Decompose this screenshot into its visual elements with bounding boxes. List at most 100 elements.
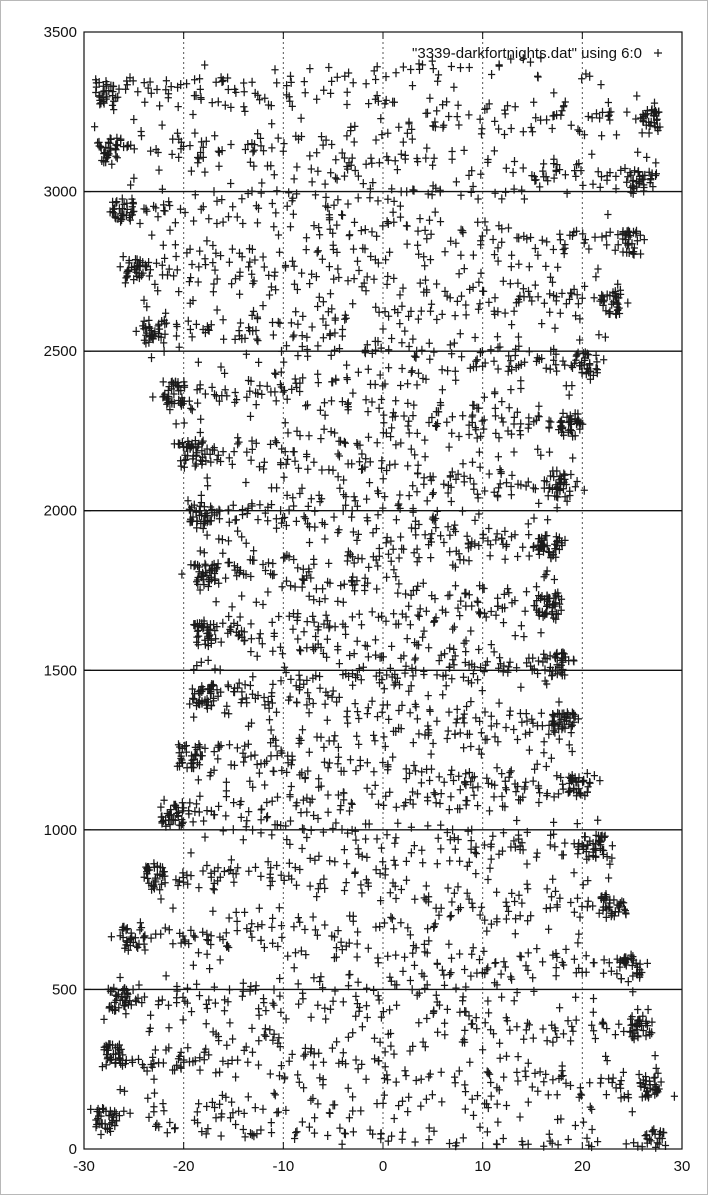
- data-point: [329, 240, 337, 250]
- data-point: [112, 990, 120, 1000]
- data-point: [557, 605, 565, 615]
- data-point: [190, 561, 198, 571]
- data-point: [295, 1077, 303, 1087]
- data-point: [644, 1092, 653, 1102]
- data-point: [199, 436, 207, 446]
- data-point: [235, 678, 243, 688]
- data-point: [380, 732, 388, 742]
- data-point: [459, 672, 468, 682]
- data-point: [219, 447, 227, 457]
- data-point: [565, 294, 574, 304]
- data-point: [224, 536, 233, 546]
- data-point: [171, 218, 179, 228]
- data-point: [608, 853, 616, 863]
- data-point: [462, 982, 470, 992]
- data-point: [143, 867, 151, 877]
- data-point: [573, 290, 581, 300]
- data-point: [521, 782, 529, 792]
- data-point: [354, 844, 362, 854]
- data-point: [604, 210, 612, 219]
- data-point: [234, 439, 242, 449]
- data-point: [268, 796, 276, 806]
- data-point: [444, 726, 452, 736]
- data-point: [92, 88, 100, 97]
- data-point: [485, 99, 493, 109]
- data-point: [591, 1034, 599, 1043]
- data-point: [382, 791, 390, 801]
- data-point: [476, 1122, 484, 1132]
- data-point: [329, 686, 337, 696]
- data-point: [291, 1134, 299, 1143]
- data-point: [452, 474, 460, 484]
- data-point: [176, 204, 185, 214]
- data-point: [246, 1129, 255, 1139]
- data-point: [414, 240, 422, 250]
- data-point: [168, 149, 176, 159]
- data-point: [474, 217, 482, 227]
- data-point: [300, 627, 308, 637]
- data-point: [406, 708, 414, 718]
- x-tick-label: 0: [379, 1158, 387, 1175]
- data-point: [201, 743, 209, 753]
- data-point: [204, 582, 212, 591]
- data-point: [547, 753, 555, 763]
- data-point: [254, 389, 262, 398]
- data-point: [283, 767, 291, 777]
- data-point: [372, 135, 380, 145]
- data-point: [467, 742, 475, 751]
- data-point: [172, 419, 180, 429]
- data-point: [388, 334, 396, 343]
- data-point: [196, 685, 204, 695]
- data-point: [175, 820, 183, 830]
- data-point: [633, 91, 641, 101]
- data-point: [355, 664, 363, 674]
- data-point: [390, 217, 398, 227]
- data-point: [422, 374, 430, 384]
- data-point: [445, 662, 453, 672]
- data-point: [404, 1107, 412, 1117]
- data-point: [524, 948, 532, 958]
- data-point: [635, 969, 644, 979]
- data-point: [213, 305, 221, 315]
- data-point: [262, 1031, 270, 1041]
- data-point: [144, 873, 152, 883]
- data-point: [484, 778, 492, 788]
- data-point: [208, 508, 216, 518]
- data-point: [392, 802, 400, 812]
- data-point: [356, 755, 364, 765]
- data-point: [548, 277, 557, 287]
- data-point: [244, 503, 252, 513]
- data-point: [489, 831, 497, 841]
- data-point: [496, 465, 504, 475]
- data-point: [160, 1106, 168, 1116]
- data-point: [307, 164, 315, 174]
- data-point: [545, 729, 553, 739]
- data-point: [345, 1113, 353, 1123]
- data-point: [425, 936, 433, 946]
- data-point: [486, 540, 495, 550]
- data-point: [390, 609, 398, 619]
- data-point: [337, 801, 345, 811]
- data-point: [122, 1009, 130, 1019]
- data-point: [237, 698, 245, 708]
- data-point: [492, 610, 500, 620]
- data-point: [414, 368, 423, 378]
- data-point: [268, 830, 276, 840]
- data-point: [159, 1058, 167, 1068]
- data-point: [312, 272, 320, 282]
- data-point: [372, 671, 380, 681]
- data-point: [246, 986, 254, 996]
- data-point: [122, 985, 131, 995]
- data-point: [530, 664, 538, 674]
- data-point: [477, 431, 485, 441]
- data-point: [465, 894, 473, 904]
- data-point: [558, 958, 566, 967]
- data-point: [448, 154, 456, 164]
- data-point: [567, 361, 575, 371]
- data-point: [453, 112, 461, 122]
- data-point: [545, 593, 553, 603]
- data-point: [553, 366, 561, 376]
- data-point: [304, 766, 312, 776]
- data-point: [372, 524, 380, 534]
- data-point: [162, 816, 170, 825]
